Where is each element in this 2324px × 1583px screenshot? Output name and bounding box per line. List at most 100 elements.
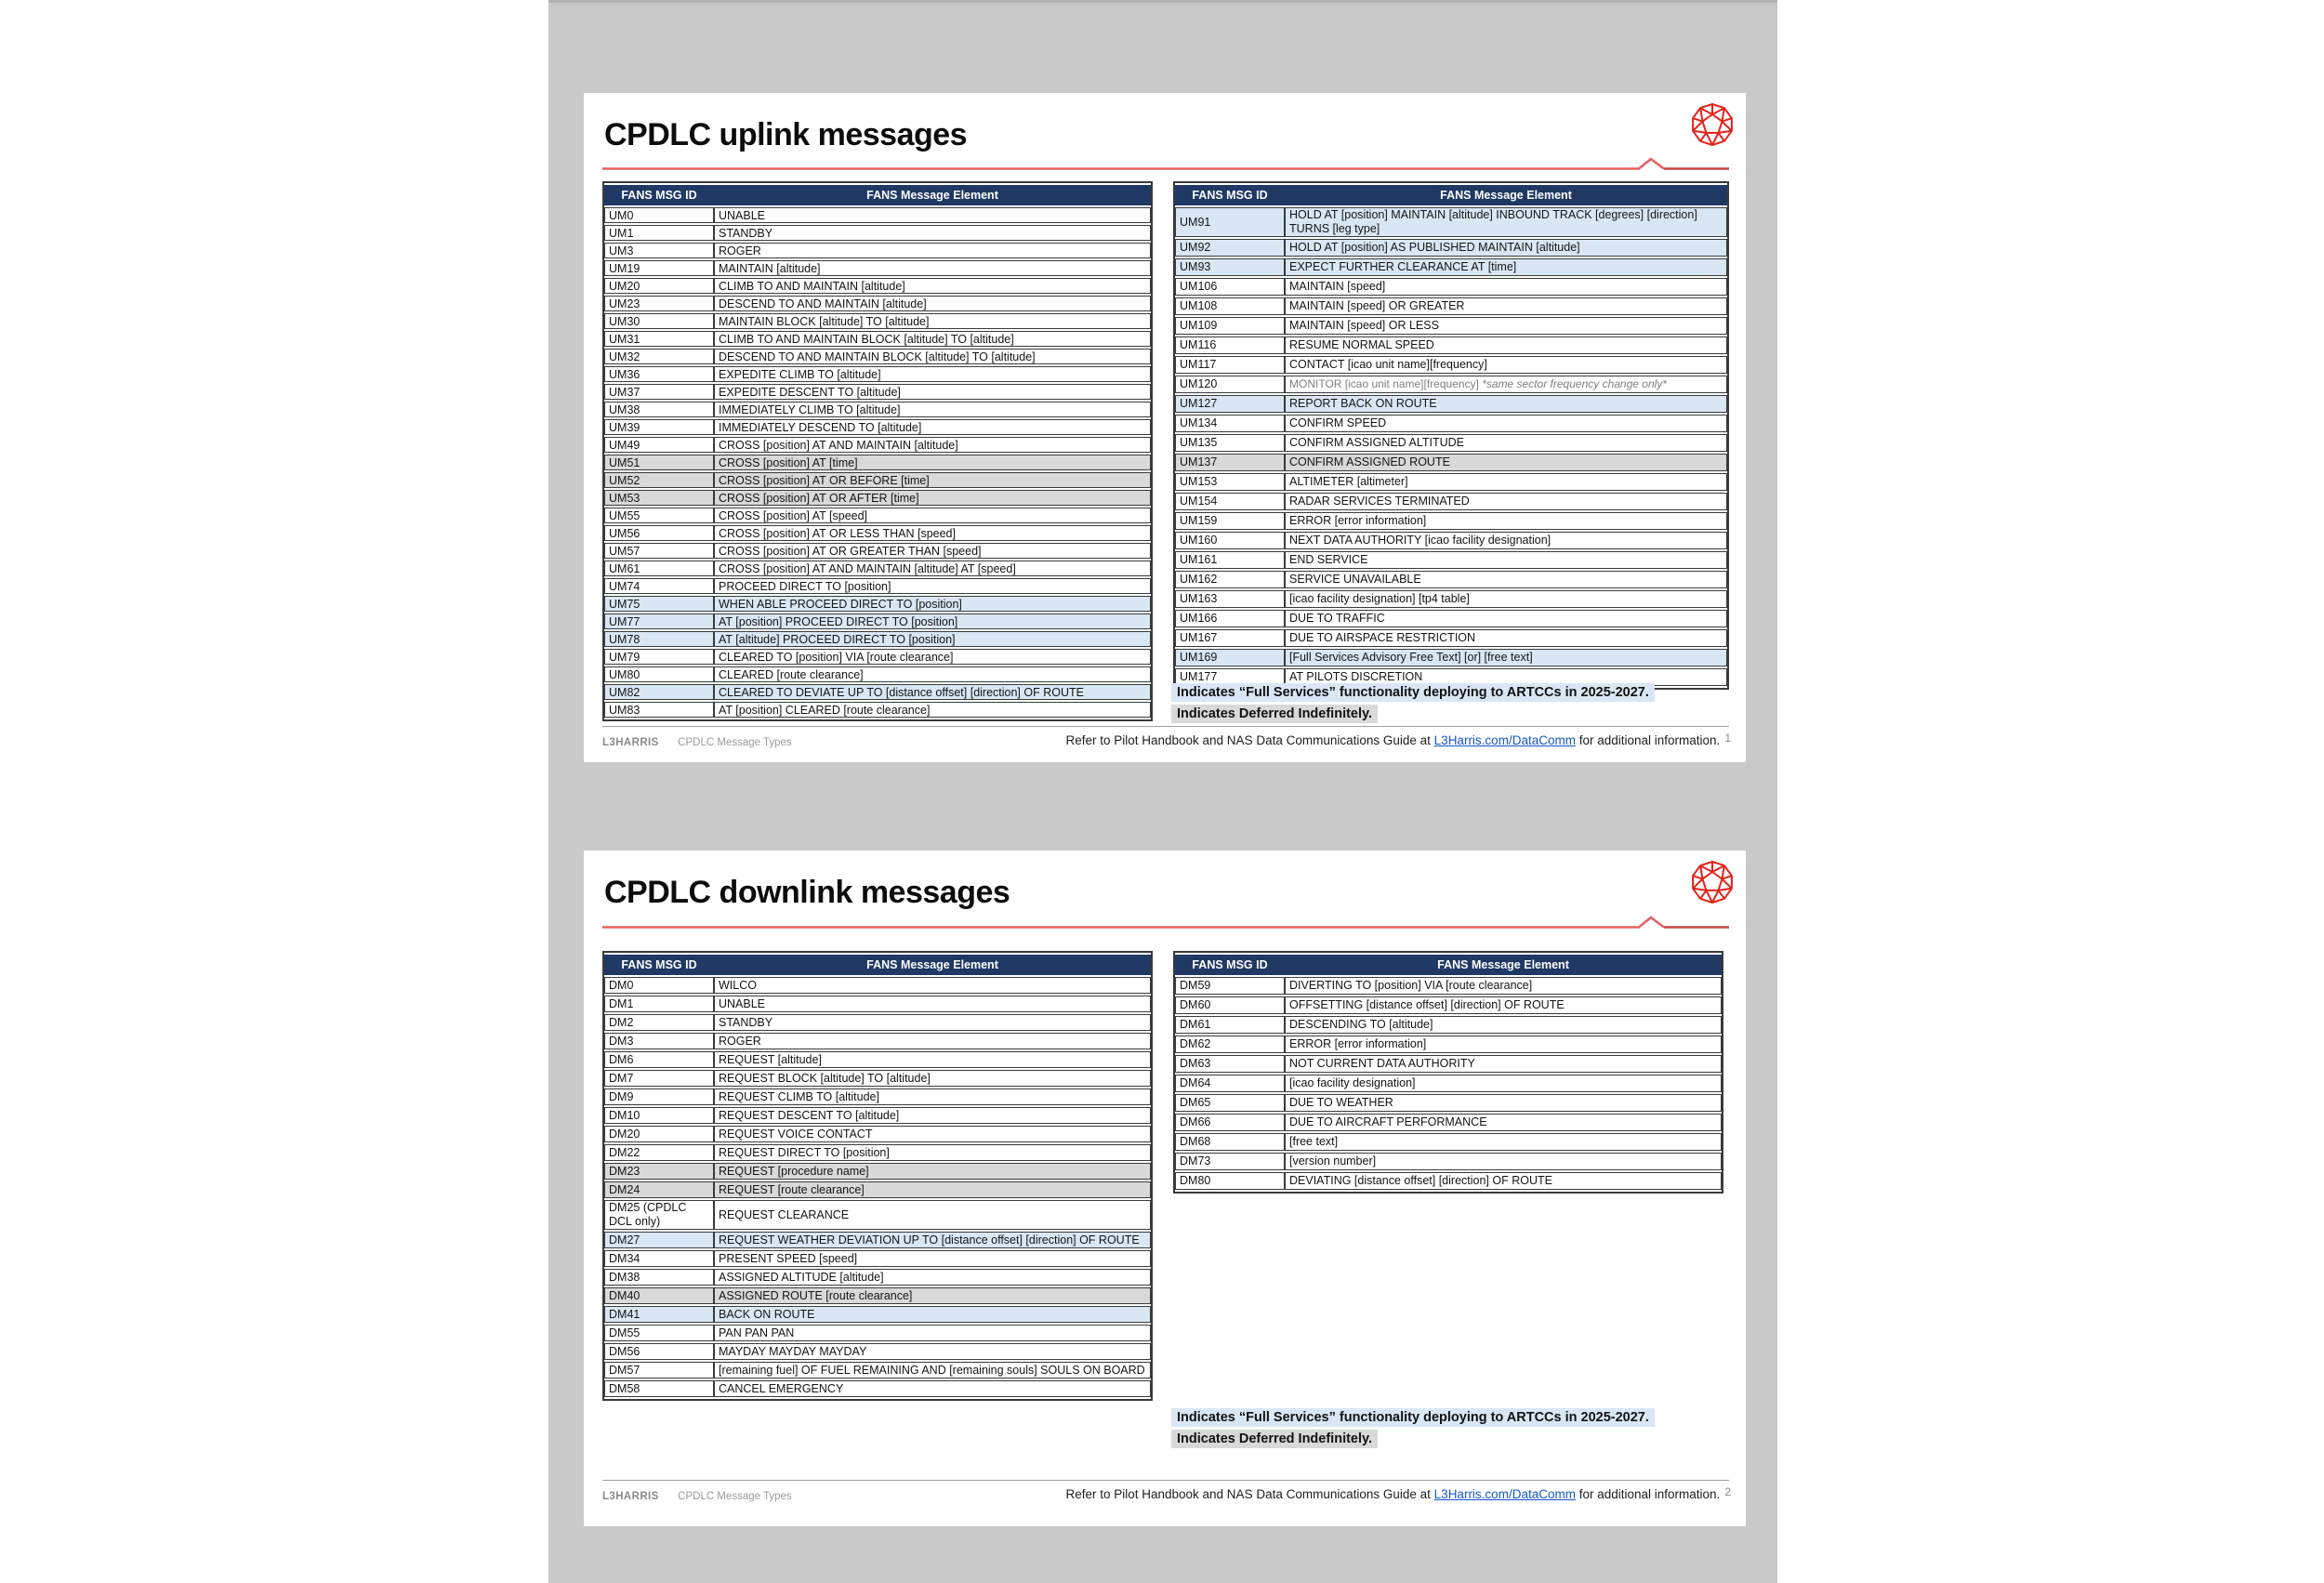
table-row: UM38 IMMEDIATELY CLIMB TO [altitude] [604,402,1151,417]
msg-element-cell: DESCENDING TO [altitude] [1285,1016,1722,1034]
msg-element-cell: CROSS [position] AT AND MAINTAIN [altitu… [714,437,1151,453]
msg-element-cell: ROGER [714,1033,1151,1049]
msg-id-cell: DM62 [1175,1036,1285,1053]
msg-element-cell: REQUEST BLOCK [altitude] TO [altitude] [714,1070,1151,1087]
msg-id-cell: UM32 [604,349,714,364]
table-header-row: FANS MSG ID FANS Message Element [604,185,1151,205]
table-row: DM23 REQUEST [procedure name] [604,1163,1151,1180]
msg-element-cell: CROSS [position] AT OR AFTER [time] [714,490,1151,506]
msg-element-cell: STANDBY [714,1014,1151,1031]
msg-id-cell: DM61 [1175,1016,1285,1034]
msg-element-cell: [icao facility designation] [1285,1075,1722,1092]
table-row: DM73 [version number] [1175,1153,1722,1170]
table-row: UM57 CROSS [position] AT OR GREATER THAN … [604,543,1151,559]
table-row: UM80 CLEARED [route clearance] [604,666,1151,682]
fans-message-table: FANS MSG ID FANS Message Element UM0 UNABLE… [602,181,1153,721]
msg-element-cell: DUE TO TRAFFIC [1285,610,1727,627]
msg-id-cell: DM80 [1175,1172,1285,1190]
table-row: DM0 WILCO [604,977,1151,994]
msg-element-cell: CLEARED TO [position] VIA [route clearan… [714,649,1151,665]
table-row: UM23 DESCEND TO AND MAINTAIN [altitude] [604,296,1151,311]
msg-id-cell: DM55 [604,1325,714,1341]
msg-element-cell: AT PILOTS DISCRETION [1285,668,1727,686]
msg-element-cell: DIVERTING TO [position] VIA [route clear… [1285,977,1722,995]
legend-full-services: Indicates “Full Services” functionality … [1171,683,1655,702]
msg-id-cell: DM65 [1175,1094,1285,1112]
msg-element-cell: NEXT DATA AUTHORITY [icao facility desig… [1285,532,1727,549]
msg-id-cell: UM167 [1175,629,1285,647]
msg-element-cell: DESCEND TO AND MAINTAIN [altitude] [714,296,1151,311]
uplink-table-right: FANS MSG ID FANS Message Element UM91 HOLD … [1173,181,1729,690]
msg-element-cell: UNABLE [714,996,1151,1012]
table-row: UM166 DUE TO TRAFFIC [1175,610,1727,627]
fans-message-table: FANS MSG ID FANS Message Element DM0 WILCO D… [602,951,1153,1401]
msg-element-cell: UNABLE [714,207,1151,223]
msg-id-cell: UM49 [604,437,714,453]
msg-id-cell: UM80 [604,666,714,682]
msg-element-cell: MONITOR [icao unit name][frequency] *sam… [1285,376,1727,393]
msg-id-cell: DM66 [1175,1114,1285,1131]
msg-element-cell: CROSS [position] AT OR BEFORE [time] [714,472,1151,488]
msg-id-cell: DM20 [604,1126,714,1142]
msg-element-cell: MAINTAIN BLOCK [altitude] TO [altitude] [714,313,1151,329]
msg-element-cell: CONFIRM ASSIGNED ROUTE [1285,454,1727,471]
msg-id-cell: UM106 [1175,278,1285,296]
table-row: UM83 AT [position] CLEARED [route clearan… [604,702,1151,718]
msg-element-cell: DEVIATING [distance offset] [direction] … [1285,1172,1722,1190]
table-row: UM3 ROGER [604,243,1151,258]
msg-element-cell: [remaining fuel] OF FUEL REMAINING AND [… [714,1362,1151,1379]
table-row: DM22 REQUEST DIRECT TO [position] [604,1144,1151,1161]
table-row: UM120 MONITOR [icao unit name][frequency]… [1175,376,1727,393]
title-underline-pulse [602,157,1729,170]
table-row: UM109 MAINTAIN [speed] OR LESS [1175,317,1727,335]
msg-element-cell: WHEN ABLE PROCEED DIRECT TO [position] [714,596,1151,612]
msg-element-cell: [icao facility designation] [tp4 table] [1285,590,1727,608]
table-row: UM49 CROSS [position] AT AND MAINTAIN [al… [604,437,1151,453]
table-row: DM9 REQUEST CLIMB TO [altitude] [604,1088,1151,1105]
table-row: UM93 EXPECT FURTHER CLEARANCE AT [time] [1175,258,1727,276]
msg-id-cell: UM19 [604,260,714,276]
datacomm-link[interactable]: L3Harris.com/DataComm [1433,733,1576,747]
table-row: DM56 MAYDAY MAYDAY MAYDAY [604,1343,1151,1360]
msg-element-cell: MAINTAIN [speed] OR GREATER [1285,297,1727,315]
table-row: UM30 MAINTAIN BLOCK [altitude] TO [altitu… [604,313,1151,329]
slide-uplink-messages: CPDLC uplink messages FANS MSG ID FANS Me… [584,93,1746,762]
table-row: UM169 [Full Services Advisory Free Text] … [1175,649,1727,666]
legend-full-services: Indicates “Full Services” functionality … [1171,1408,1655,1427]
msg-element-cell: [free text] [1285,1133,1722,1151]
footer-brand: L3HARRIS [602,737,659,748]
table-row: UM51 CROSS [position] AT [time] [604,455,1151,470]
msg-element-cell: CROSS [position] AT [time] [714,455,1151,470]
msg-element-cell: MAYDAY MAYDAY MAYDAY [714,1343,1151,1360]
table-row: DM65 DUE TO WEATHER [1175,1094,1722,1112]
table-row: DM63 NOT CURRENT DATA AUTHORITY [1175,1055,1722,1073]
footer-ref-prefix: Refer to Pilot Handbook and NAS Data Com… [1065,1487,1434,1501]
msg-element-cell: REQUEST VOICE CONTACT [714,1126,1151,1142]
msg-element-cell: MAINTAIN [speed] OR LESS [1285,317,1727,335]
msg-element-cell: EXPEDITE CLIMB TO [altitude] [714,366,1151,382]
table-row: UM20 CLIMB TO AND MAINTAIN [altitude] [604,278,1151,294]
msg-id-cell: UM109 [1175,317,1285,335]
msg-id-cell: UM55 [604,508,714,523]
msg-element-cell: REQUEST WEATHER DEVIATION UP TO [distanc… [714,1232,1151,1248]
msg-element-cell: DUE TO WEATHER [1285,1094,1722,1112]
msg-id-cell: UM52 [604,472,714,488]
msg-id-cell: DM2 [604,1014,714,1031]
msg-id-cell: UM159 [1175,512,1285,530]
msg-element-cell: HOLD AT [position] MAINTAIN [altitude] I… [1285,207,1727,237]
table-row: UM56 CROSS [position] AT OR LESS THAN [sp… [604,525,1151,541]
msg-id-cell: UM127 [1175,395,1285,413]
table-row: UM153 ALTIMETER [altimeter] [1175,473,1727,491]
table-row: UM177 AT PILOTS DISCRETION [1175,668,1727,686]
table-row: DM61 DESCENDING TO [altitude] [1175,1016,1722,1034]
datacomm-link[interactable]: L3Harris.com/DataComm [1433,1487,1576,1501]
msg-id-cell: UM162 [1175,571,1285,588]
table-row: DM25 (CPDLC DCL only) REQUEST CLEARANCE [604,1200,1151,1230]
table-row: UM127 REPORT BACK ON ROUTE [1175,395,1727,413]
msg-id-cell: DM23 [604,1163,714,1180]
table-row: DM34 PRESENT SPEED [speed] [604,1250,1151,1267]
footer-ref-suffix: for additional information. [1575,733,1721,747]
msg-id-cell: UM154 [1175,493,1285,510]
legend-deferred: Indicates Deferred Indefinitely. [1171,705,1379,723]
page-number: 1 [1724,732,1731,745]
